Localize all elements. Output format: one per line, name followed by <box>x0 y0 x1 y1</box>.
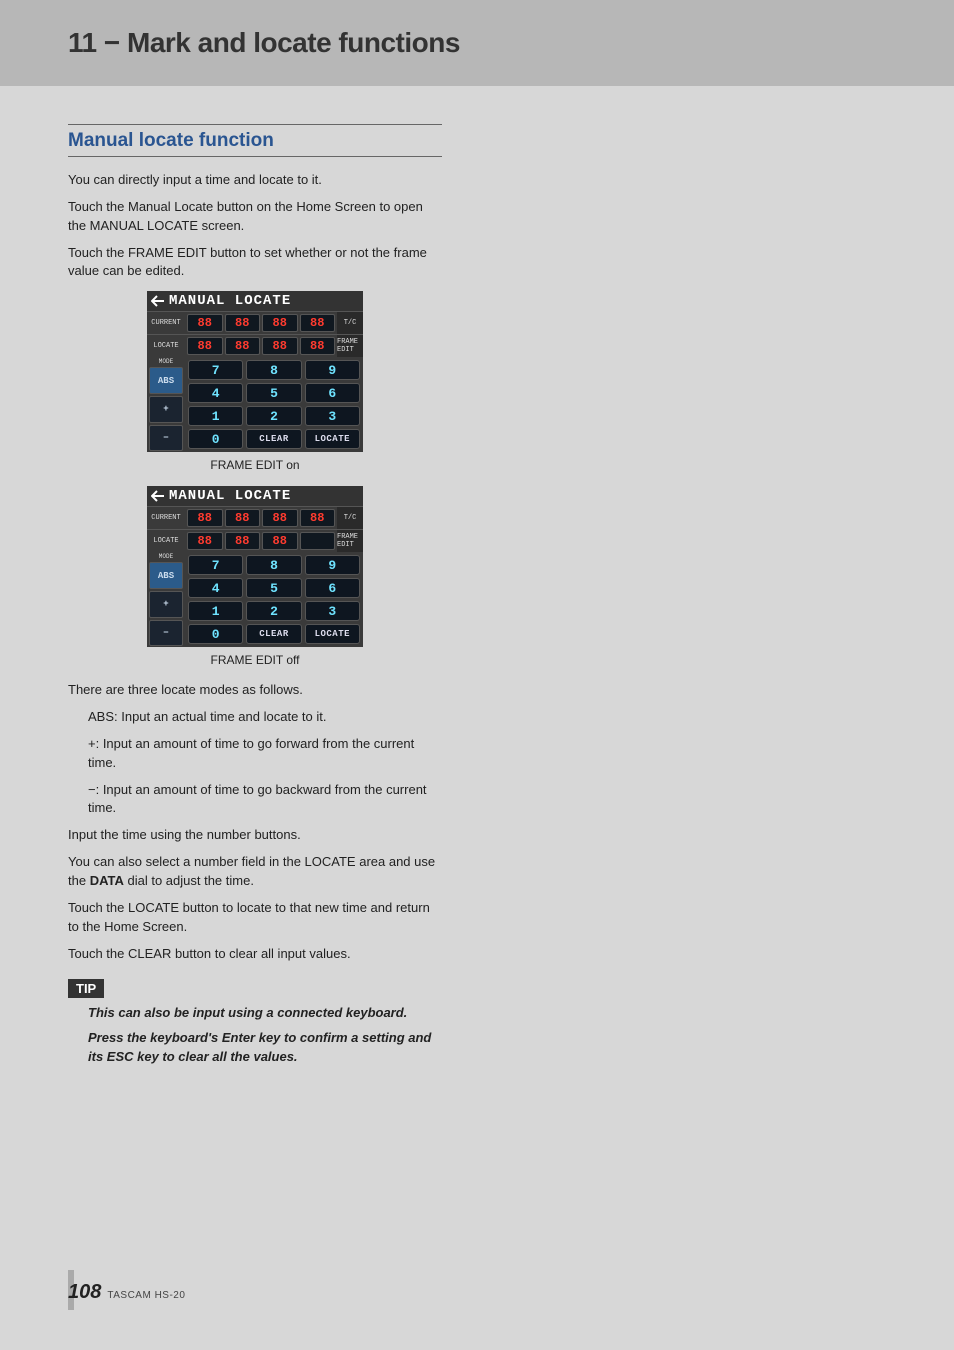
current-digits: 88 88 88 88 <box>185 311 337 334</box>
mode-abs-button[interactable]: ABS <box>149 367 183 394</box>
frame-edit-tag[interactable]: FRAME EDIT <box>337 334 363 357</box>
key-locate[interactable]: LOCATE <box>305 624 360 644</box>
locate-label: LOCATE <box>147 334 185 357</box>
current-row: CURRENT 88 88 88 88 T/C <box>147 506 363 529</box>
key-6[interactable]: 6 <box>305 383 360 403</box>
key-2[interactable]: 2 <box>246 601 301 621</box>
manual-locate-screen-off: MANUAL LOCATE CURRENT 88 88 88 88 T/C LO… <box>147 486 363 647</box>
mode-abs-button[interactable]: ABS <box>149 562 183 589</box>
key-4[interactable]: 4 <box>188 578 243 598</box>
locate-digits[interactable]: 88 88 88 88 <box>185 529 337 552</box>
paragraph: Touch the Manual Locate button on the Ho… <box>68 198 442 236</box>
lcd-title-bar: MANUAL LOCATE <box>147 291 363 311</box>
tc-tag: T/C <box>337 311 363 334</box>
paragraph: There are three locate modes as follows. <box>68 681 442 700</box>
tip-text: Press the keyboard's Enter key to confir… <box>68 1029 442 1067</box>
page-footer: 108 TASCAM HS-20 <box>68 1281 185 1304</box>
paragraph: You can directly input a time and locate… <box>68 171 442 190</box>
key-clear[interactable]: CLEAR <box>246 429 301 449</box>
caption-frame-edit-on: FRAME EDIT on <box>68 458 442 472</box>
mode-label: MODE <box>147 357 185 366</box>
keypad-area: MODE ABS + − 7 8 9 4 5 6 1 2 3 0 CLEAR <box>147 552 363 647</box>
mode-description-abs: ABS: Input an actual time and locate to … <box>68 708 442 727</box>
current-label: CURRENT <box>147 506 185 529</box>
key-1[interactable]: 1 <box>188 406 243 426</box>
tip-label: TIP <box>68 979 104 998</box>
mode-description-plus: +: Input an amount of time to go forward… <box>68 735 442 773</box>
text: dial to adjust the time. <box>124 873 254 888</box>
lcd-title-text: MANUAL LOCATE <box>169 488 291 504</box>
locate-row: LOCATE 88 88 88 88 FRAME EDIT <box>147 334 363 357</box>
key-8[interactable]: 8 <box>246 360 301 380</box>
key-5[interactable]: 5 <box>246 383 301 403</box>
key-6[interactable]: 6 <box>305 578 360 598</box>
product-name: TASCAM HS-20 <box>107 1290 185 1301</box>
paragraph: Touch the FRAME EDIT button to set wheth… <box>68 244 442 282</box>
caption-frame-edit-off: FRAME EDIT off <box>68 653 442 667</box>
key-clear[interactable]: CLEAR <box>246 624 301 644</box>
mode-label: MODE <box>147 552 185 561</box>
back-icon[interactable] <box>151 490 165 502</box>
back-icon[interactable] <box>151 295 165 307</box>
key-3[interactable]: 3 <box>305 601 360 621</box>
paragraph: Touch the CLEAR button to clear all inpu… <box>68 945 442 964</box>
section-title: Manual locate function <box>68 130 442 157</box>
mode-plus-button[interactable]: + <box>149 396 183 423</box>
mode-description-minus: −: Input an amount of time to go backwar… <box>68 781 442 819</box>
key-0[interactable]: 0 <box>188 429 243 449</box>
key-8[interactable]: 8 <box>246 555 301 575</box>
chapter-title: 11 − Mark and locate functions <box>68 27 460 59</box>
key-2[interactable]: 2 <box>246 406 301 426</box>
key-4[interactable]: 4 <box>188 383 243 403</box>
mode-column: MODE ABS + − <box>147 357 185 452</box>
locate-label: LOCATE <box>147 529 185 552</box>
key-9[interactable]: 9 <box>305 360 360 380</box>
mode-column: MODE ABS + − <box>147 552 185 647</box>
current-label: CURRENT <box>147 311 185 334</box>
current-digits: 88 88 88 88 <box>185 506 337 529</box>
key-locate[interactable]: LOCATE <box>305 429 360 449</box>
page-number: 108 <box>68 1281 101 1304</box>
numeric-keypad: 7 8 9 4 5 6 1 2 3 0 CLEAR LOCATE <box>185 552 363 647</box>
chapter-header: 11 − Mark and locate functions <box>0 0 954 86</box>
key-9[interactable]: 9 <box>305 555 360 575</box>
keypad-area: MODE ABS + − 7 8 9 4 5 6 1 2 3 0 CLEAR <box>147 357 363 452</box>
numeric-keypad: 7 8 9 4 5 6 1 2 3 0 CLEAR LOCATE <box>185 357 363 452</box>
key-3[interactable]: 3 <box>305 406 360 426</box>
paragraph: Touch the LOCATE button to locate to tha… <box>68 899 442 937</box>
frame-edit-tag[interactable]: FRAME EDIT <box>337 529 363 552</box>
tip-text: This can also be input using a connected… <box>68 1004 442 1023</box>
data-dial-label: DATA <box>90 873 124 888</box>
key-7[interactable]: 7 <box>188 555 243 575</box>
mode-plus-button[interactable]: + <box>149 591 183 618</box>
locate-digits[interactable]: 88 88 88 88 <box>185 334 337 357</box>
mode-minus-button[interactable]: − <box>149 425 183 452</box>
key-5[interactable]: 5 <box>246 578 301 598</box>
current-row: CURRENT 88 88 88 88 T/C <box>147 311 363 334</box>
lcd-title-bar: MANUAL LOCATE <box>147 486 363 506</box>
key-0[interactable]: 0 <box>188 624 243 644</box>
locate-row: LOCATE 88 88 88 88 FRAME EDIT <box>147 529 363 552</box>
key-7[interactable]: 7 <box>188 360 243 380</box>
paragraph: You can also select a number field in th… <box>68 853 442 891</box>
manual-locate-screen-on: MANUAL LOCATE CURRENT 88 88 88 88 T/C LO… <box>147 291 363 452</box>
mode-minus-button[interactable]: − <box>149 620 183 647</box>
paragraph: Input the time using the number buttons. <box>68 826 442 845</box>
left-column: Manual locate function You can directly … <box>0 86 510 1067</box>
key-1[interactable]: 1 <box>188 601 243 621</box>
tc-tag: T/C <box>337 506 363 529</box>
lcd-title-text: MANUAL LOCATE <box>169 293 291 309</box>
